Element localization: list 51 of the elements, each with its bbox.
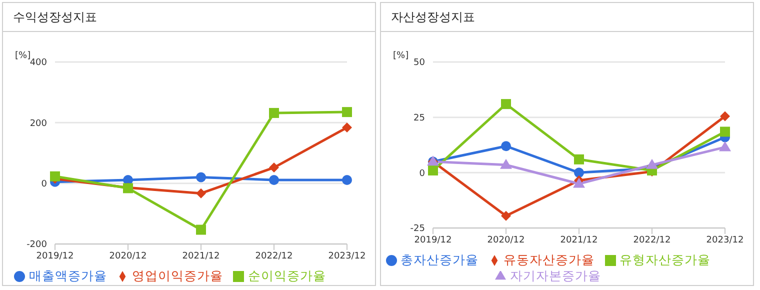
y-axis-title: [%] (393, 51, 409, 61)
x-tick-label: 2019/12 (414, 235, 452, 246)
y-tick-label: 25 (414, 114, 425, 124)
y-tick-label: 400 (30, 58, 48, 68)
x-tick-label: 2021/12 (182, 251, 220, 262)
y-tick-label: -200 (26, 240, 48, 250)
x-tick-label: 2021/12 (560, 235, 598, 246)
point (573, 178, 585, 188)
point (269, 162, 279, 173)
legend-label: 총자산증가율 (400, 252, 478, 267)
point (720, 111, 730, 122)
point (500, 158, 512, 169)
point (50, 171, 60, 182)
point (646, 158, 658, 169)
point (342, 107, 352, 118)
legend-label: 유형자산증가율 (620, 252, 710, 267)
chart-title: 수익성장성지표 (3, 3, 375, 32)
y-tick-label: 0 (41, 180, 48, 190)
point (574, 168, 584, 178)
point (196, 224, 206, 235)
y-tick-label: 200 (30, 118, 48, 129)
point (269, 108, 279, 118)
y-tick-label: 0 (419, 168, 426, 179)
point (574, 154, 584, 164)
x-tick-label: 2022/12 (255, 251, 293, 262)
point (269, 174, 279, 185)
legend-label: 매출액증가율 (29, 268, 107, 283)
legend-label: 순이익증가율 (248, 268, 326, 283)
legend-label: 영업이익증가율 (132, 268, 223, 283)
point (342, 174, 352, 185)
chart-title: 자산성장성지표 (381, 3, 753, 32)
point (342, 122, 352, 133)
point (720, 126, 730, 137)
x-tick-label: 2020/12 (109, 251, 147, 262)
legend-label: 자기자본증가율 (510, 268, 601, 283)
point (196, 188, 206, 198)
x-tick-label: 2022/12 (633, 235, 671, 246)
y-axis-title: [%] (15, 51, 31, 61)
point (196, 172, 206, 182)
point (501, 141, 511, 152)
x-tick-label: 2023/12 (706, 235, 744, 246)
point (428, 165, 438, 176)
point (719, 141, 731, 152)
x-tick-label: 2023/12 (328, 251, 366, 262)
y-tick-label: 50 (414, 58, 426, 68)
legend-label: 유동자산증가율 (504, 252, 594, 267)
y-tick-label: -25 (410, 224, 425, 234)
point (501, 210, 511, 221)
point (501, 99, 511, 110)
x-tick-label: 2019/12 (36, 251, 74, 262)
x-tick-label: 2020/12 (487, 235, 525, 246)
